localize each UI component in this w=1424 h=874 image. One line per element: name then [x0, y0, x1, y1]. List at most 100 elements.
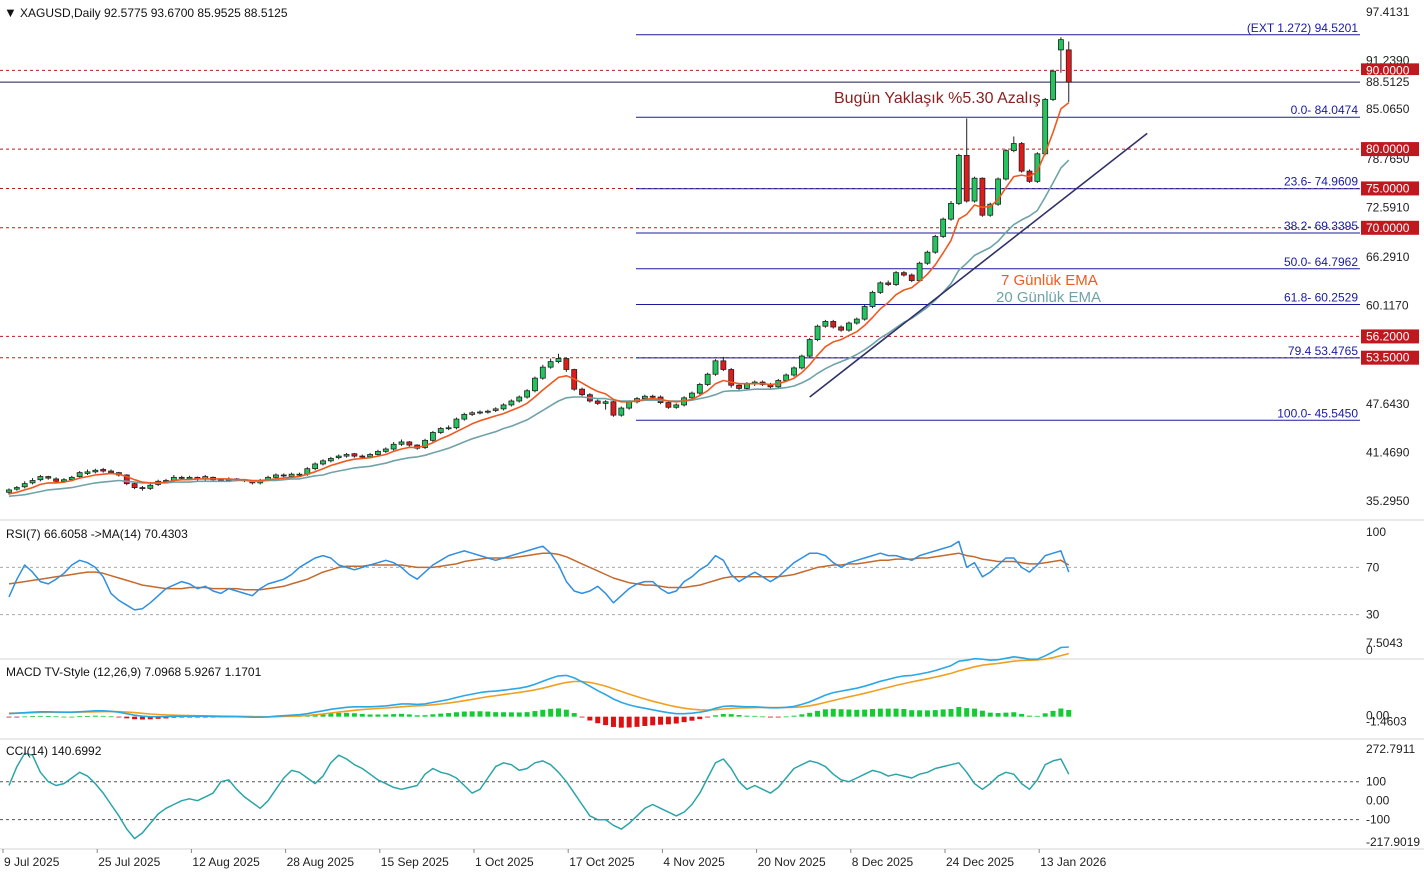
macd-histogram-bar	[870, 709, 875, 717]
macd-histogram-bar	[626, 716, 632, 728]
fib-level-label: 23.6- 74.9609	[1284, 175, 1358, 189]
macd-histogram-bar	[194, 716, 200, 718]
macd-histogram-bar	[124, 716, 130, 719]
candle-bullish	[783, 374, 790, 381]
candle-bullish	[971, 177, 978, 202]
candle-bullish	[532, 377, 538, 392]
macd-tick-label: -1.4603	[1366, 715, 1407, 729]
macd-histogram-bar	[92, 715, 98, 717]
candle-bullish	[147, 484, 154, 489]
candle-bullish	[798, 355, 805, 369]
candle-bullish	[626, 401, 633, 409]
cci-tick-label: 100	[1366, 775, 1386, 789]
macd-histogram-bar	[1050, 710, 1056, 717]
macd-histogram-bar	[901, 709, 907, 717]
candle-bullish	[641, 395, 648, 400]
candle-bullish	[469, 412, 476, 415]
macd-histogram-bar	[587, 716, 593, 721]
time-tick-label: 1 Oct 2025	[475, 855, 534, 869]
macd-histogram-bar	[1066, 709, 1072, 717]
candle-bullish	[618, 407, 625, 416]
fib-level-label: (EXT 1.272) 94.5201	[1247, 21, 1359, 35]
candle-bullish	[877, 282, 884, 293]
macd-histogram-bar	[406, 714, 412, 717]
macd-histogram-bar	[744, 715, 750, 717]
candle-bearish	[351, 453, 358, 457]
macd-histogram-bar	[524, 712, 530, 717]
macd-histogram-bar	[1003, 712, 1009, 717]
candle-bearish	[53, 478, 59, 482]
macd-histogram-bar	[6, 716, 12, 718]
price-tick-label: 85.0650	[1366, 102, 1410, 116]
macd-histogram-bar	[359, 713, 365, 717]
ema7-line	[8, 101, 1070, 495]
macd-histogram-bar	[1058, 708, 1064, 717]
macd-histogram-bar	[53, 716, 59, 718]
macd-histogram-bar	[77, 716, 83, 718]
macd-histogram-bar	[85, 715, 90, 717]
candle-bullish	[437, 428, 444, 433]
candle-bullish	[375, 450, 381, 455]
candle-bullish	[516, 396, 523, 402]
price-tick-label: 35.2950	[1366, 494, 1410, 508]
level-price-tag	[1361, 142, 1419, 157]
macd-histogram-bar	[979, 710, 985, 717]
macd-histogram-bar	[179, 716, 185, 718]
macd-histogram-bar	[893, 708, 899, 717]
time-axis: 9 Jul 2025 25 Jul 2025 12 Aug 2025 28 Aug 2…	[2, 849, 1107, 869]
candle-bullish	[602, 401, 609, 404]
macd-histogram-bar	[1027, 715, 1032, 717]
candle-bearish	[594, 400, 601, 404]
macd-histogram-bar	[673, 716, 679, 724]
candle-bullish	[822, 321, 829, 327]
price-tick-label: 97.4131	[1366, 5, 1410, 19]
macd-histogram-bar	[713, 715, 718, 717]
cci-pane: CCI(14) 140.6992 272.7911 100 0.00 -100 -217.…	[0, 742, 1420, 849]
macd-histogram-bar	[399, 713, 404, 717]
ohlc-label: 92.5775 93.6700 85.9525 88.5125	[104, 6, 288, 20]
candle-bullish	[382, 448, 389, 452]
macd-histogram-bar	[665, 716, 671, 725]
candle-bullish	[940, 218, 947, 237]
candle-bearish	[908, 274, 915, 281]
macd-histogram-bar	[642, 716, 648, 726]
candle-bullish	[84, 471, 91, 474]
macd-histogram-bar	[30, 716, 36, 717]
candle-bullish	[343, 454, 350, 457]
candle-bullish	[21, 483, 28, 488]
macd-histogram-bar	[595, 716, 601, 724]
candle-bullish	[13, 487, 20, 490]
macd-histogram-bar	[422, 715, 428, 717]
cci-line	[8, 752, 1070, 840]
macd-histogram-bar	[877, 708, 883, 717]
candle-bearish	[1018, 143, 1025, 172]
macd-histogram-bar	[187, 716, 193, 718]
candle-bullish	[453, 418, 460, 429]
fibonacci-levels: (EXT 1.272) 94.5201 0.0- 84.0474 23.6- 74.…	[636, 21, 1360, 421]
macd-histogram-bar	[391, 714, 397, 717]
macd-histogram-bar	[854, 709, 860, 717]
candle-bullish	[524, 390, 530, 398]
candle-bullish	[916, 262, 923, 281]
candle-bullish	[1058, 39, 1064, 51]
macd-histogram-bar	[791, 715, 797, 717]
time-tick-label: 24 Dec 2025	[946, 855, 1014, 869]
candle-bullish	[987, 203, 994, 216]
trendline	[809, 132, 1148, 398]
candle-bearish	[406, 441, 413, 446]
macd-tick-label: 0.00	[1366, 709, 1390, 723]
cci-tick-label: 0.00	[1366, 794, 1390, 808]
candle-bullish	[320, 460, 326, 465]
cci-title: CCI(14) 140.6992	[6, 744, 102, 758]
fib-level-label: 61.8- 60.2529	[1284, 291, 1358, 305]
fib-level-label: 79.4 53.4765	[1288, 344, 1358, 358]
level-price-tag-label: 70.0000	[1366, 221, 1410, 235]
candle-bullish	[477, 411, 483, 414]
candle-bearish	[178, 476, 185, 479]
time-tick-label: 28 Aug 2025	[287, 855, 355, 869]
candle-bullish	[37, 476, 44, 481]
macd-signal-line	[8, 652, 1069, 718]
candle-bearish	[563, 358, 570, 370]
candle-bullish	[955, 154, 962, 204]
